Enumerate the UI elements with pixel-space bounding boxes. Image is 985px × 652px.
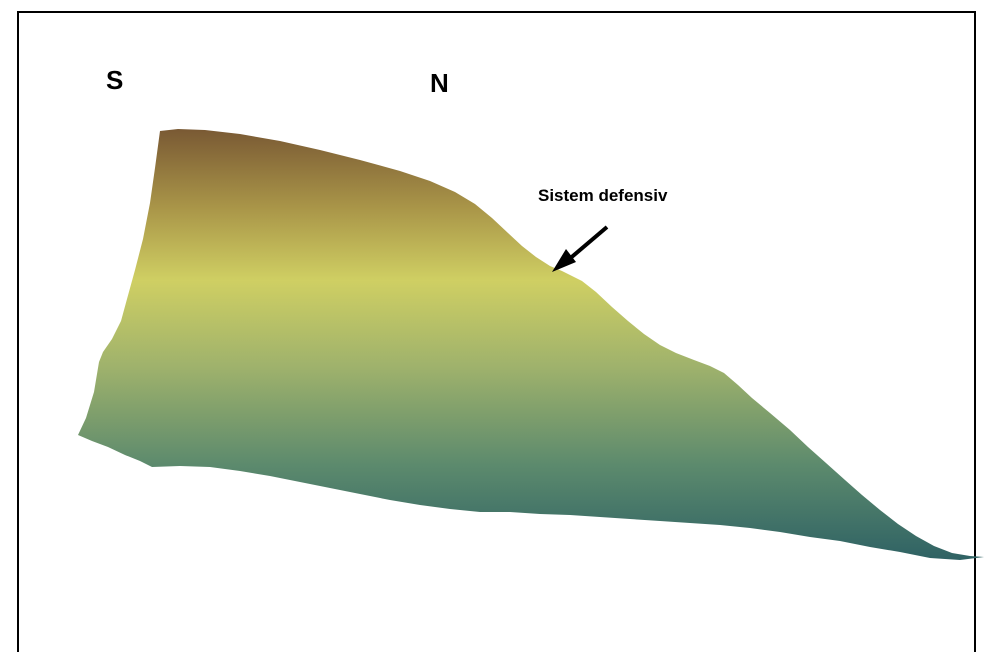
arrow-shaft <box>565 225 609 263</box>
north-direction-label: N <box>430 68 449 98</box>
south-direction-label: S <box>106 65 124 95</box>
arrow-head <box>552 249 576 272</box>
defensive-system-label: Sistem defensiv <box>538 186 668 205</box>
terrain-surface <box>78 129 984 560</box>
annotation-arrow <box>552 225 609 272</box>
